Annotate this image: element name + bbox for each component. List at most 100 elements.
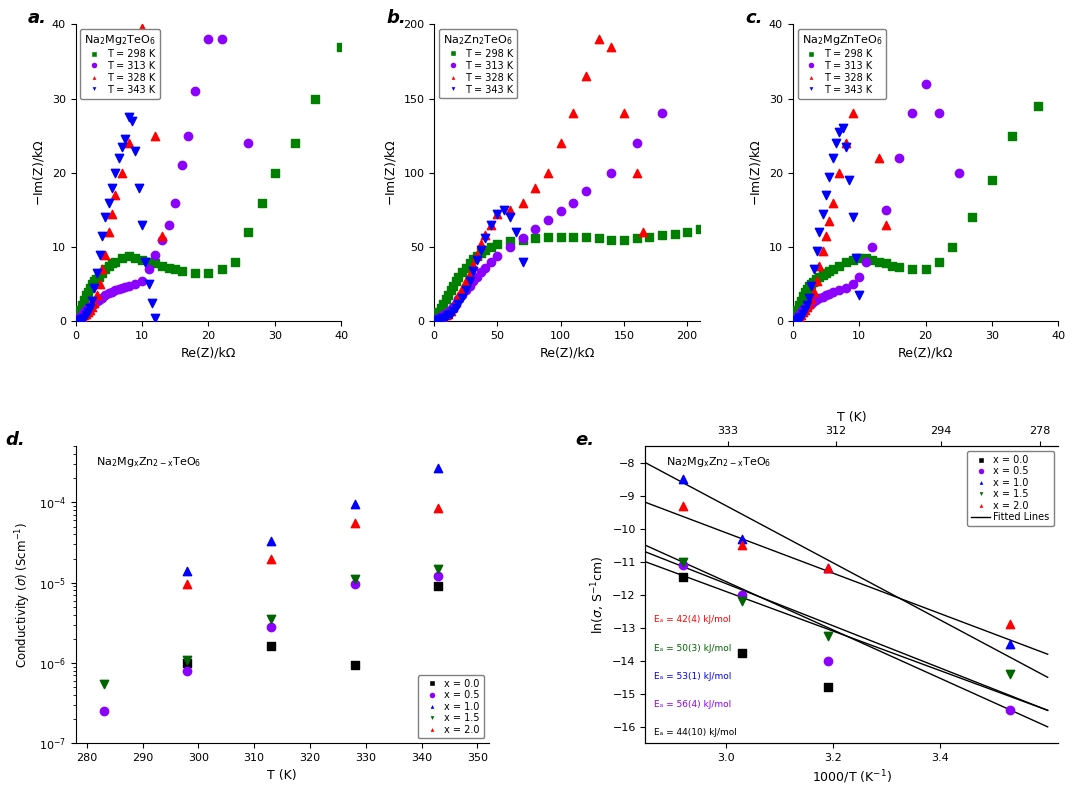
Point xyxy=(427,314,444,327)
Point xyxy=(858,255,875,268)
Text: Eₐ = 56(4) kJ/mol: Eₐ = 56(4) kJ/mol xyxy=(653,701,731,709)
Point xyxy=(877,204,894,217)
Point xyxy=(95,705,112,718)
Point xyxy=(457,262,474,275)
Point xyxy=(427,314,444,326)
Point xyxy=(590,232,607,245)
Legend: T = 298 K, T = 313 K, T = 328 K, T = 343 K: T = 298 K, T = 313 K, T = 328 K, T = 343… xyxy=(440,29,517,99)
Point xyxy=(461,257,478,270)
Point xyxy=(454,266,471,279)
Point xyxy=(814,290,832,303)
Point xyxy=(802,292,820,305)
Point xyxy=(808,272,825,285)
Point xyxy=(445,300,462,313)
Point xyxy=(240,137,257,149)
Point xyxy=(457,284,474,297)
Point xyxy=(71,314,89,326)
Point xyxy=(821,264,838,277)
Point xyxy=(837,141,854,154)
Point xyxy=(126,252,144,265)
Point xyxy=(640,230,658,243)
Point xyxy=(130,181,147,194)
Point xyxy=(890,261,907,274)
Point xyxy=(489,208,507,221)
Point xyxy=(440,306,457,319)
Point xyxy=(97,289,114,302)
Point xyxy=(792,294,809,307)
Point xyxy=(733,539,751,552)
Point xyxy=(262,535,280,548)
Point xyxy=(113,252,131,265)
X-axis label: T (K): T (K) xyxy=(837,411,867,424)
Point xyxy=(110,151,127,164)
Point xyxy=(440,288,457,301)
Point xyxy=(1030,99,1048,112)
Point xyxy=(552,137,569,149)
Point xyxy=(788,314,806,326)
Point xyxy=(464,264,482,277)
Point xyxy=(827,137,845,149)
Point xyxy=(831,125,848,138)
Point xyxy=(819,681,836,694)
Point xyxy=(430,580,447,593)
Point xyxy=(457,275,474,288)
Point xyxy=(97,248,114,261)
Point xyxy=(840,174,858,187)
Text: Eₐ = 50(3) kJ/mol: Eₐ = 50(3) kJ/mol xyxy=(653,644,731,653)
Point xyxy=(440,309,457,322)
Point xyxy=(847,252,864,265)
Point xyxy=(843,107,861,120)
Point xyxy=(800,299,818,312)
Point xyxy=(427,310,444,323)
Point xyxy=(449,271,467,284)
X-axis label: 1000/T (K$^{-1}$): 1000/T (K$^{-1}$) xyxy=(812,768,892,786)
Y-axis label: $-$Im(Z)/kΩ: $-$Im(Z)/kΩ xyxy=(382,140,397,206)
Y-axis label: Conductivity ($\sigma$) (Scm$^{-1}$): Conductivity ($\sigma$) (Scm$^{-1}$) xyxy=(13,522,33,668)
Point xyxy=(851,78,868,90)
Point xyxy=(75,309,92,322)
Point xyxy=(69,309,86,322)
Point xyxy=(120,280,137,293)
Point xyxy=(834,122,851,135)
Point xyxy=(445,300,462,313)
Point xyxy=(117,133,134,146)
Point xyxy=(798,300,815,313)
Point xyxy=(798,283,815,296)
Point xyxy=(666,227,684,240)
Point xyxy=(173,159,190,172)
Point xyxy=(501,234,518,247)
Point xyxy=(79,306,96,319)
Point xyxy=(578,230,595,243)
Text: e.: e. xyxy=(576,431,594,449)
Point xyxy=(814,207,832,220)
Point xyxy=(824,151,841,164)
Point xyxy=(73,299,91,312)
Point xyxy=(178,578,195,591)
Point xyxy=(578,184,595,197)
Point xyxy=(85,281,103,294)
Point xyxy=(73,310,91,323)
Point xyxy=(77,308,94,321)
Point xyxy=(333,40,350,53)
Point xyxy=(123,115,140,128)
Point xyxy=(791,308,808,321)
Point xyxy=(71,310,89,323)
Point xyxy=(821,170,838,183)
Point xyxy=(851,289,868,302)
Point xyxy=(796,301,813,314)
Point xyxy=(791,310,808,323)
Point xyxy=(819,629,836,642)
Point xyxy=(603,166,620,179)
Point xyxy=(85,297,103,309)
Point xyxy=(180,129,198,142)
Point xyxy=(346,498,363,511)
Point xyxy=(430,502,447,515)
Point xyxy=(472,266,489,279)
Y-axis label: ln($\sigma$, S$^{-1}$cm): ln($\sigma$, S$^{-1}$cm) xyxy=(589,556,607,634)
Point xyxy=(824,196,841,209)
Point xyxy=(851,252,868,265)
Point xyxy=(804,276,821,288)
Point xyxy=(837,281,854,294)
Point xyxy=(178,653,195,666)
Point xyxy=(798,301,815,314)
